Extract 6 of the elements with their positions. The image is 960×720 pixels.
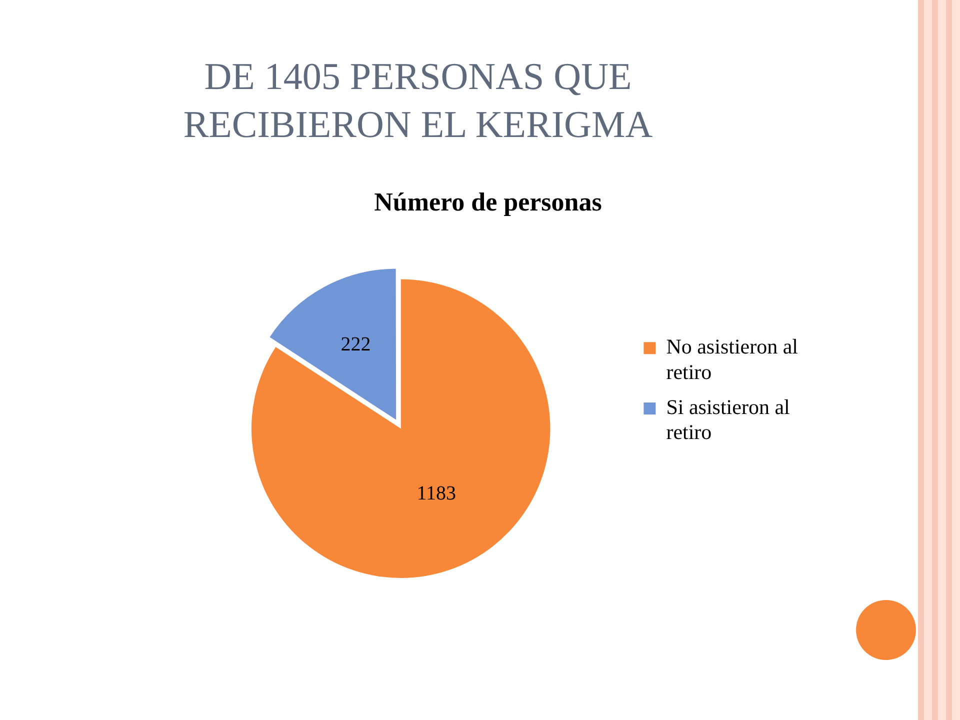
data-label: 222 bbox=[340, 334, 371, 356]
legend-label: No asistieron al retiro bbox=[666, 334, 798, 384]
legend-label: Si asistieron al retiro bbox=[666, 395, 790, 444]
data-label: 1183 bbox=[416, 482, 456, 505]
chart-title: DE 1405 PERSONAS QUE RECIBIERON EL KERIGMA bbox=[182, 55, 654, 148]
chart-subtitle: Número de personas bbox=[374, 187, 602, 216]
